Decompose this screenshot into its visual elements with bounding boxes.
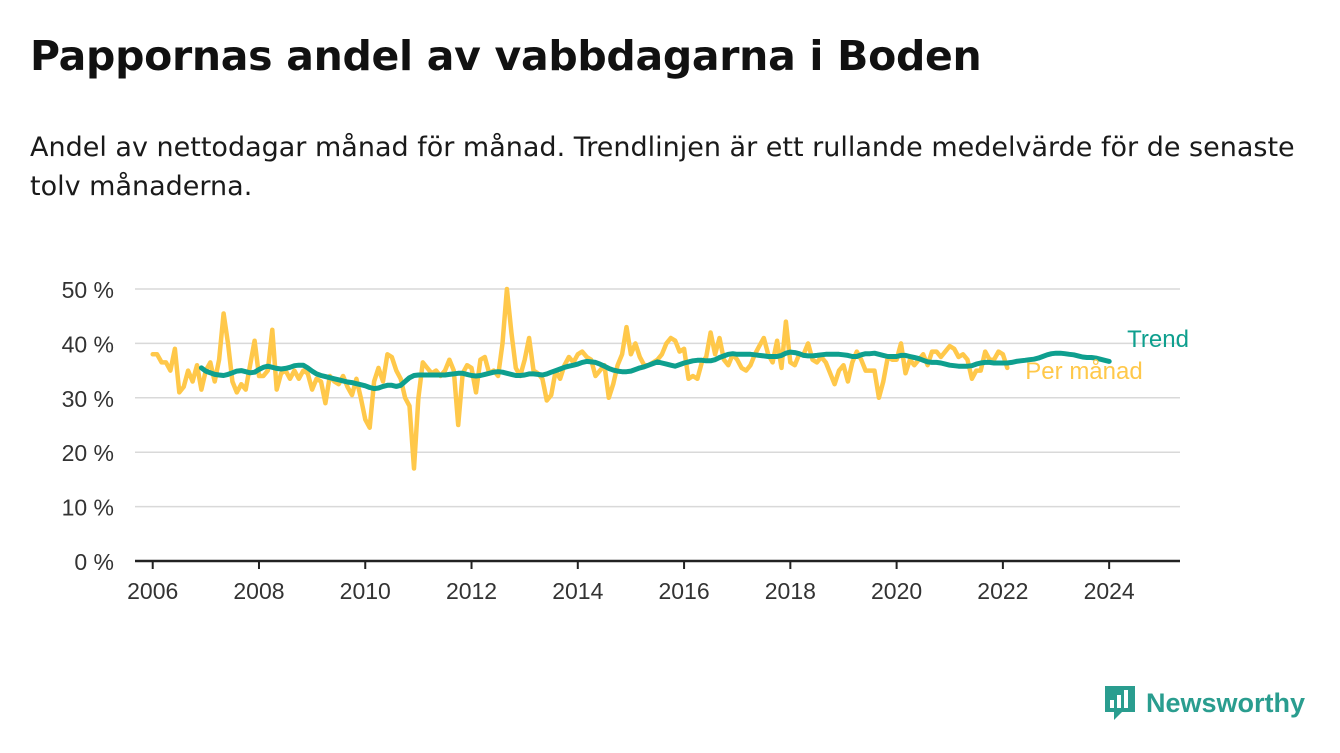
x-tick-label: 2024 <box>1084 578 1135 604</box>
page-subtitle: Andel av nettodagar månad för månad. Tre… <box>30 132 1295 202</box>
page-title: Pappornas andel av vabbdagarna i Boden <box>30 32 982 80</box>
y-tick-label: 10 % <box>62 495 114 521</box>
series-line-trend <box>198 349 1112 392</box>
brand-name: Newsworthy <box>1146 687 1306 718</box>
y-tick-label: 20 % <box>62 440 114 466</box>
newsworthy-chart-logo-icon <box>1105 686 1135 720</box>
x-tick-label: 2008 <box>233 578 284 604</box>
x-tick-label: 2018 <box>765 578 816 604</box>
series-line-per-manad <box>150 286 1010 471</box>
x-tick-label: 2006 <box>127 578 178 604</box>
series-label: Per månad <box>1025 358 1142 385</box>
x-tick-label: 2020 <box>871 578 922 604</box>
series-labels: Per månad Trend <box>1025 326 1189 385</box>
x-tick-label: 2016 <box>658 578 709 604</box>
x-tick-label: 2022 <box>977 578 1028 604</box>
x-tick-label: 2010 <box>340 578 391 604</box>
y-tick-label: 30 % <box>62 386 114 412</box>
y-tick-label: 40 % <box>62 331 114 357</box>
newsworthy-brand: Newsworthy <box>1102 683 1305 723</box>
x-tick-label: 2012 <box>446 578 497 604</box>
y-tick-label: 50 % <box>62 277 114 303</box>
x-tick-label: 2014 <box>552 578 603 604</box>
x-axis-ticks: 2006 2008 2010 2012 2014 2016 2018 2020 2022 2024 <box>127 561 1135 604</box>
y-tick-label: 0 % <box>74 549 114 575</box>
gridlines <box>135 288 1180 563</box>
series-label: Trend <box>1127 326 1189 353</box>
series-lines <box>150 286 1112 471</box>
y-axis-ticks: 0 % 10 % 20 % 30 % 40 % 50 % <box>62 277 114 575</box>
